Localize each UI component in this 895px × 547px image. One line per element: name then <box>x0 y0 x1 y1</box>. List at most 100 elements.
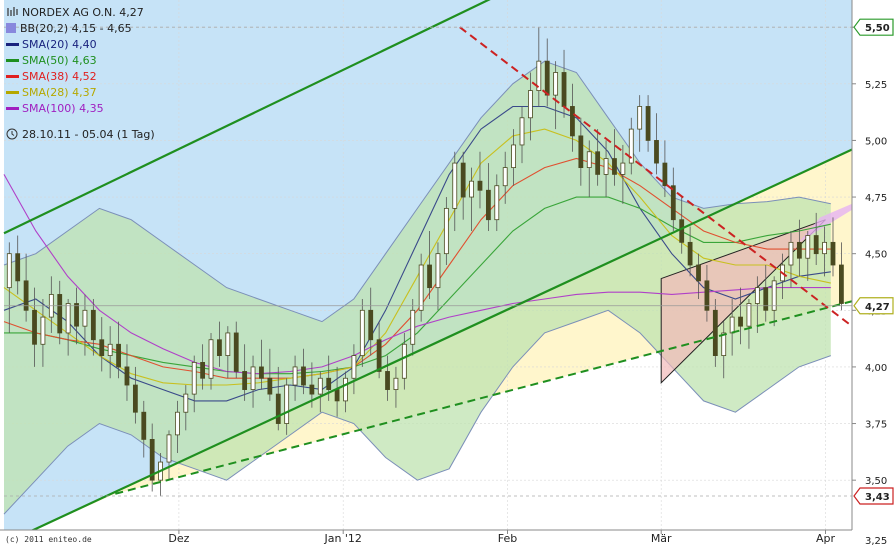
candle-body <box>712 309 718 356</box>
legend-label: BB(20,2) 4,15 - 4,65 <box>20 21 132 35</box>
candle-body <box>200 361 206 379</box>
candle-body <box>460 162 466 198</box>
legend-item: SMA(28) 4,37 <box>6 84 155 100</box>
candle-body <box>107 343 113 356</box>
candle-body <box>561 72 567 107</box>
y-tick-label: 4,50 <box>865 250 887 261</box>
x-tick-label: Dez <box>168 532 189 545</box>
candle-body <box>620 162 626 175</box>
legend-swatch <box>6 23 16 33</box>
trendline-0 <box>3 0 491 235</box>
candle-body <box>6 253 12 289</box>
candle-body <box>326 377 332 390</box>
candle-body <box>805 235 811 259</box>
candle-body <box>721 332 727 356</box>
candle-body <box>771 280 777 311</box>
candle-body <box>292 366 298 386</box>
y-tick-label: 3,75 <box>865 420 887 431</box>
candle-body <box>553 72 559 96</box>
candle-body <box>477 180 483 191</box>
price-marker-box <box>853 487 894 505</box>
candle-body <box>452 162 458 209</box>
chart-type-icon <box>7 7 18 16</box>
candle-body <box>679 219 685 243</box>
candle-body <box>435 253 441 289</box>
candle-body <box>738 316 743 327</box>
copyright: (c) 2011 eniteo.de <box>5 535 92 544</box>
legend-label: SMA(38) 4,52 <box>22 69 97 83</box>
candle-body <box>242 371 248 390</box>
legend-label: SMA(20) 4,40 <box>22 37 97 51</box>
candle-body <box>729 316 735 334</box>
period-row: 28.10.11 - 05.04 (1 Tag) <box>6 126 155 142</box>
y-tick-label: 4,75 <box>865 193 887 204</box>
candle-body <box>267 377 273 395</box>
candle-body <box>612 158 617 175</box>
candle-body <box>317 377 323 395</box>
price-marker-label: 3,43 <box>865 492 890 503</box>
y-tick-label: 3,50 <box>865 476 887 487</box>
sma100-line <box>3 174 831 375</box>
candle-body <box>23 280 29 311</box>
candle-body <box>334 389 340 402</box>
trendline-2 <box>115 300 853 495</box>
candle-body <box>544 60 550 96</box>
candle-body <box>401 343 407 379</box>
sma28-line <box>3 128 831 386</box>
candle-body <box>830 241 836 266</box>
legend-swatch <box>6 42 19 46</box>
candle-body <box>284 384 290 424</box>
candle-body <box>511 144 517 169</box>
sma50-line <box>4 196 831 375</box>
candle-body <box>393 377 399 390</box>
y-axis-panel <box>852 0 895 547</box>
legend-item: SMA(50) 4,63 <box>6 52 155 68</box>
candle-body <box>494 185 500 221</box>
legend-item: SMA(20) 4,40 <box>6 36 155 52</box>
candle-body <box>191 361 197 395</box>
y-tick-label: 5,25 <box>865 80 887 91</box>
legend-item: SMA(100) 4,35 <box>6 100 155 116</box>
candle-body <box>696 264 701 282</box>
candle-body <box>687 241 693 266</box>
legend-swatch <box>6 74 19 78</box>
candle-body <box>637 106 643 130</box>
candle-body <box>141 411 147 440</box>
price-marker-label: 5,50 <box>865 23 890 34</box>
period-label: 28.10.11 - 05.04 (1 Tag) <box>22 127 155 141</box>
candle-body <box>670 185 676 221</box>
candle-body <box>166 434 172 463</box>
candle-body <box>65 303 71 334</box>
sma20-line <box>3 105 831 402</box>
trendline-1 <box>3 148 853 545</box>
candle-body <box>578 135 584 169</box>
legend-item: SMA(38) 4,52 <box>6 68 155 84</box>
y-tick-label-bottom: 3,25 <box>865 536 887 547</box>
legend-swatch <box>6 90 19 94</box>
candle-body <box>233 332 239 372</box>
x-tick-label: Jan '12 <box>323 532 361 545</box>
candle-body <box>822 241 827 255</box>
candle-body <box>645 106 651 141</box>
candle-body <box>385 371 390 390</box>
x-tick-label: Apr <box>816 532 836 545</box>
candle-body <box>839 264 844 304</box>
candle-body <box>485 189 491 221</box>
candle-body <box>259 366 264 379</box>
candle-body <box>502 167 508 187</box>
candle-body <box>351 355 357 379</box>
candle-body <box>90 309 96 341</box>
candle-body <box>443 207 449 255</box>
candle-body <box>628 128 634 164</box>
candle-body <box>99 339 105 356</box>
price-marker-box <box>853 18 894 36</box>
candle-body <box>519 117 525 146</box>
candle-body <box>74 303 79 327</box>
legend-title-row: NORDEX AG O.N. 4,27 <box>6 4 155 20</box>
candle-body <box>15 253 21 282</box>
candle-body <box>368 309 374 341</box>
candle-body <box>149 439 155 481</box>
bollinger-lower <box>3 309 831 515</box>
candle-body <box>225 332 231 356</box>
